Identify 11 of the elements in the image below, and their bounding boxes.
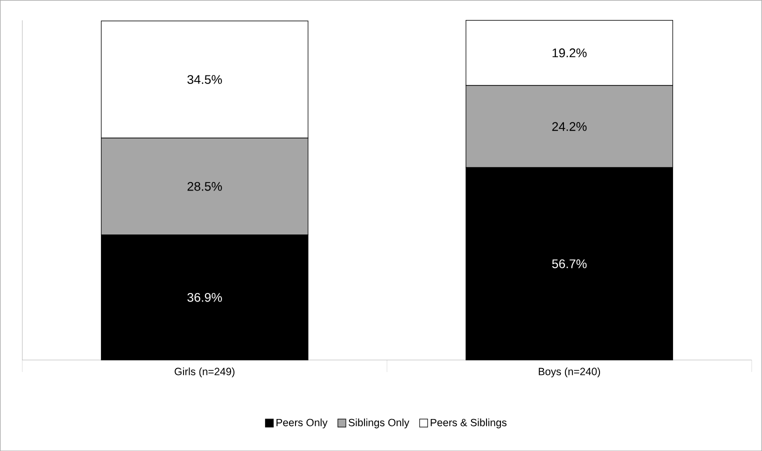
data-label: 34.5% bbox=[187, 74, 222, 84]
x-tick-label: Girls (n=249) bbox=[174, 367, 234, 378]
legend-label: Peers & Siblings bbox=[430, 418, 507, 428]
legend-label: Peers Only bbox=[276, 418, 328, 428]
data-label: 19.2% bbox=[552, 48, 587, 58]
data-label: 36.9% bbox=[187, 292, 222, 302]
legend-label: Siblings Only bbox=[348, 418, 410, 428]
data-label: 28.5% bbox=[188, 182, 222, 191]
x-tick-label: Boys (n=240) bbox=[538, 367, 600, 378]
data-label: 24.2% bbox=[552, 122, 587, 131]
data-label: 56.7% bbox=[552, 259, 587, 268]
